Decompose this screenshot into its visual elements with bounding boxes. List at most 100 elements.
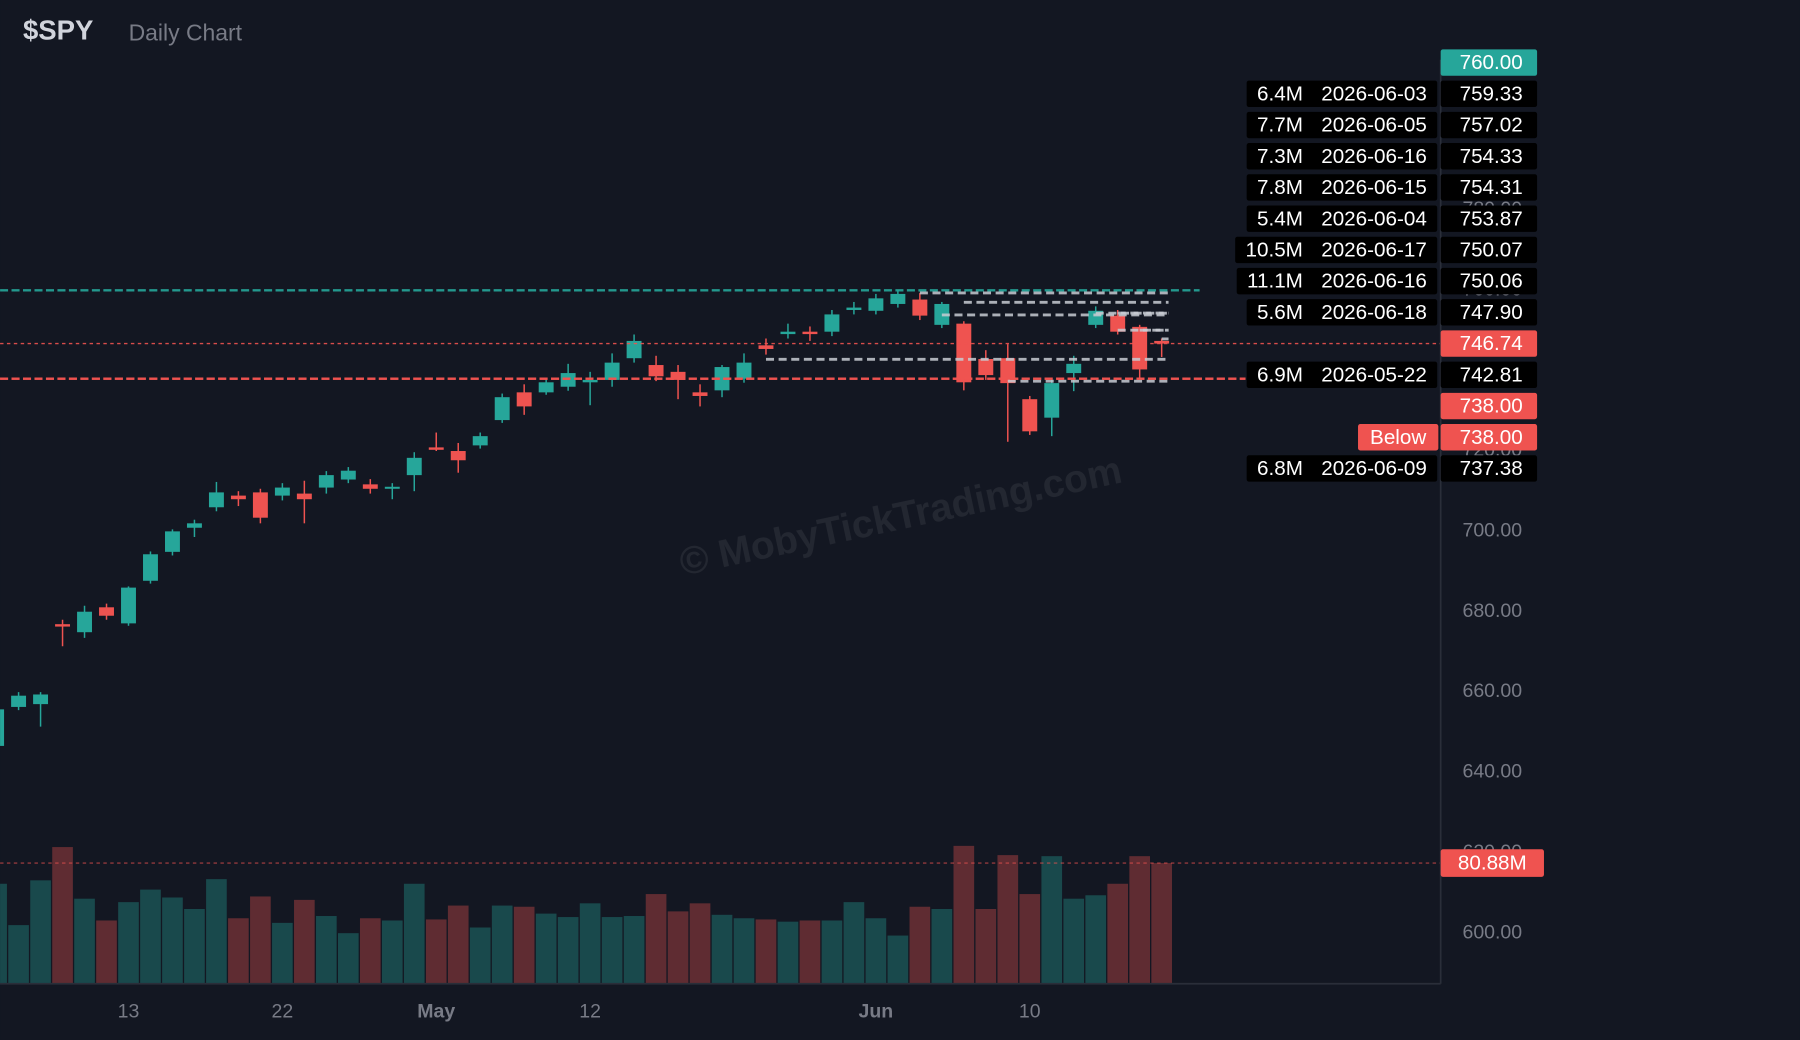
level-volume: 10.5M — [1245, 239, 1302, 262]
candle-body — [55, 624, 71, 627]
candle-body — [186, 523, 202, 528]
volume-bar — [403, 883, 425, 984]
volume-bar — [975, 908, 997, 984]
level-box — [1246, 80, 1438, 107]
level-box — [1246, 143, 1438, 170]
volume-label-box — [1440, 849, 1544, 877]
volume-bar — [206, 879, 227, 984]
candle-body — [626, 340, 642, 359]
candle-body — [99, 607, 114, 616]
volume-bar — [1107, 883, 1129, 984]
y-tick-label: 600.00 — [1462, 921, 1522, 943]
volume-bar — [623, 916, 645, 984]
volume-bar — [865, 918, 887, 984]
level-price-box — [1440, 361, 1538, 389]
plot-area — [0, 289, 1441, 984]
level-date: 2026-05-22 — [1321, 363, 1427, 386]
volume-bar — [294, 899, 315, 984]
candle-body — [1044, 383, 1060, 418]
level-date: 2026-06-16 — [1321, 270, 1427, 293]
volume-bar — [96, 920, 117, 984]
candle-body — [11, 695, 27, 707]
volume-bar — [711, 914, 733, 984]
y-tick-label: 680.00 — [1462, 600, 1522, 622]
candle-body — [604, 362, 620, 380]
level-price-box — [1440, 205, 1538, 232]
y-tick-label: 660.00 — [1462, 680, 1522, 702]
candle-body — [0, 709, 5, 746]
volume-bar — [557, 917, 579, 984]
level-price: 754.31 — [1460, 176, 1523, 199]
volume-bar — [52, 847, 73, 984]
volume-bar — [0, 883, 7, 984]
level-volume: 11.1M — [1247, 270, 1303, 293]
level-price: 754.33 — [1460, 145, 1523, 168]
volume-bar — [447, 905, 469, 984]
level-price: 757.02 — [1460, 114, 1523, 137]
candle-body — [384, 486, 400, 489]
candle-body — [362, 484, 378, 489]
candle-body — [1154, 340, 1170, 344]
volume-bar — [931, 908, 953, 984]
x-tick-label: 13 — [118, 1001, 140, 1023]
volume-bar — [997, 855, 1019, 984]
level-price: 737.38 — [1460, 457, 1523, 480]
price-label: 738.00 — [1460, 426, 1523, 449]
candle-body — [230, 495, 246, 500]
candle-body — [143, 554, 158, 581]
alert-tag: Below — [1370, 426, 1426, 449]
volume-bar — [74, 898, 95, 984]
candle-body — [912, 299, 928, 316]
volume-bar — [1041, 856, 1063, 984]
price-label: 760.00 — [1460, 51, 1523, 74]
candle-body — [208, 492, 224, 508]
price-label: 738.00 — [1460, 395, 1523, 418]
level-price: 759.33 — [1460, 82, 1523, 105]
candle-body — [538, 382, 554, 393]
candle-body — [890, 293, 906, 304]
candle-body — [758, 345, 774, 349]
volume-bar — [118, 902, 139, 984]
volume-bar — [337, 933, 359, 984]
candle-body — [494, 397, 510, 421]
candle-body — [296, 493, 312, 500]
volume-bar — [1151, 863, 1172, 984]
volume-bar — [8, 925, 29, 984]
volume-bar — [821, 920, 843, 984]
candle-body — [121, 587, 136, 624]
level-box — [1246, 361, 1438, 389]
candle-body — [516, 392, 532, 407]
level-price-box — [1440, 267, 1538, 295]
volume-bar — [1129, 856, 1151, 984]
level-date: 2026-06-18 — [1321, 301, 1427, 324]
volume-label: 80.88M — [1458, 852, 1527, 875]
volume-bar — [184, 908, 205, 984]
volume-bar — [645, 894, 667, 984]
volume-bar — [667, 911, 689, 984]
volume-bar — [491, 905, 513, 984]
volume-bar — [733, 918, 755, 984]
level-box — [1246, 205, 1438, 232]
level-price-box — [1440, 80, 1538, 107]
candle-body — [956, 323, 972, 383]
y-tick-label: 640.00 — [1462, 761, 1522, 783]
volume-bar — [953, 845, 975, 984]
candle-body — [582, 379, 598, 383]
level-box — [1246, 455, 1438, 482]
level-price: 747.90 — [1460, 301, 1523, 324]
volume-bar — [579, 903, 601, 984]
candle-body — [736, 362, 752, 379]
volume-bar — [381, 920, 403, 984]
candle-body — [978, 359, 994, 376]
volume-bar — [1063, 898, 1085, 984]
chart-title: $SPY — [23, 14, 93, 45]
candle-body — [340, 470, 356, 480]
candle-body — [846, 307, 862, 310]
price-label-box — [1440, 49, 1538, 76]
level-price: 753.87 — [1460, 207, 1523, 230]
candle-body — [670, 371, 686, 380]
level-date: 2026-06-16 — [1321, 145, 1427, 168]
volume-bar — [30, 880, 51, 984]
candle-body — [318, 475, 334, 488]
